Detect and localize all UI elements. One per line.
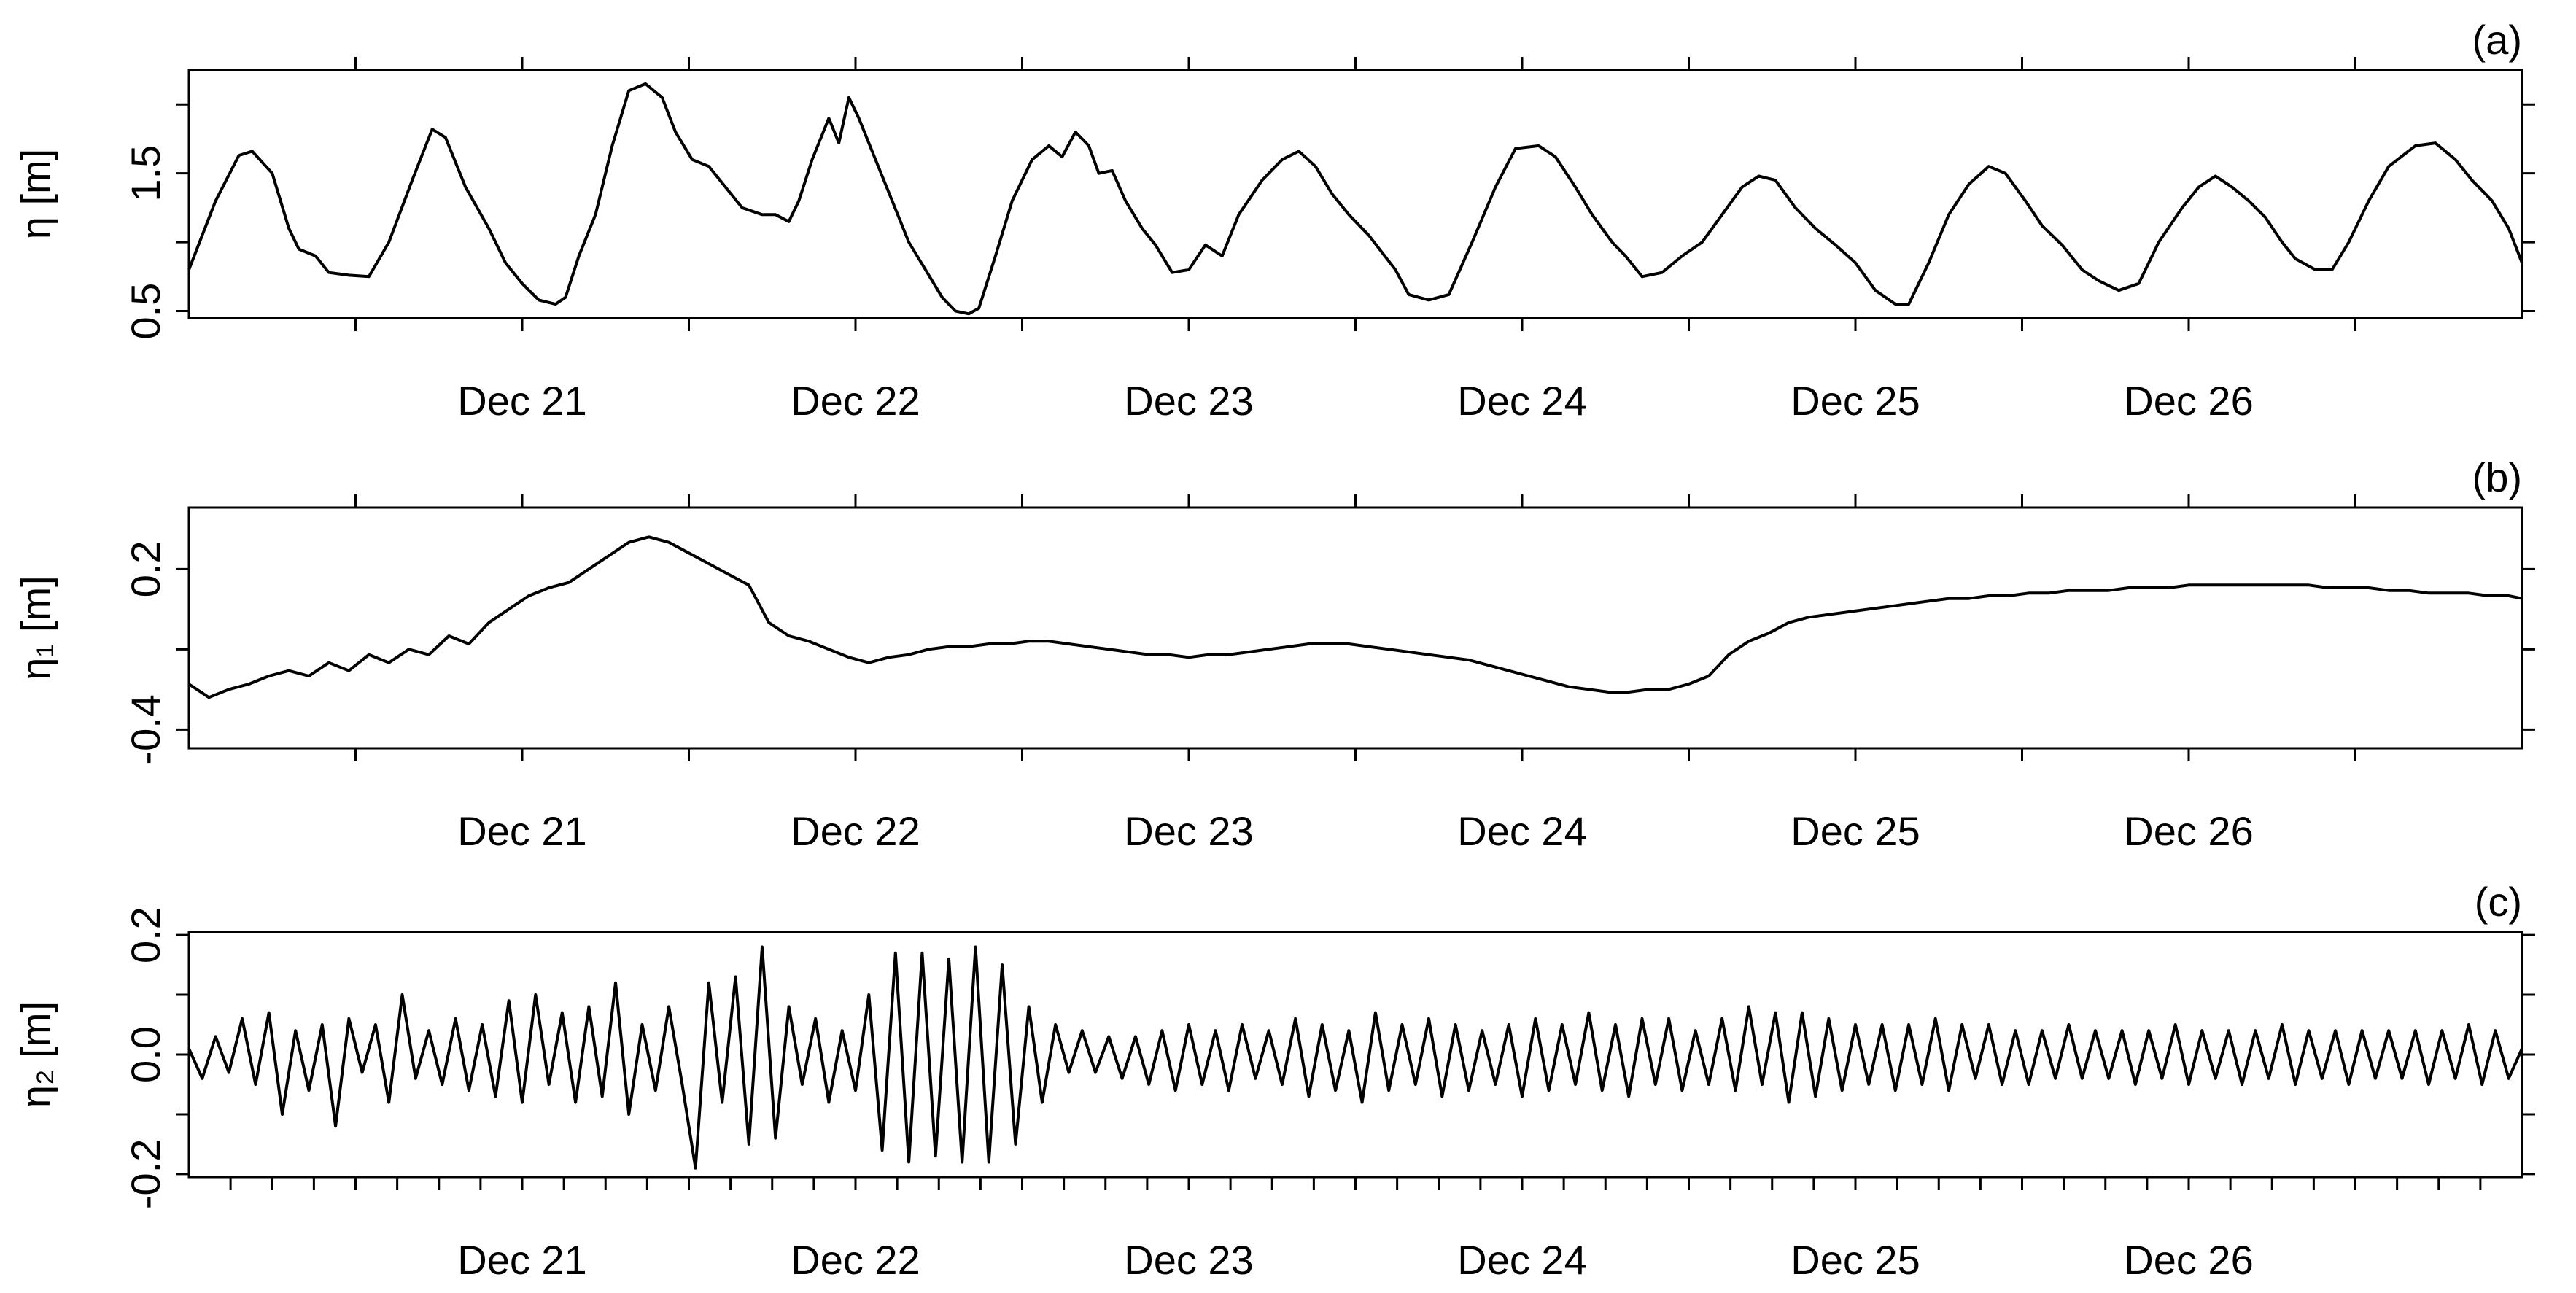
- panel-tag: (a): [2472, 17, 2522, 63]
- y-tick-label: 0.2: [123, 906, 168, 963]
- plot-frame: [187, 506, 2523, 750]
- x-tick-label: Dec 24: [1457, 808, 1586, 854]
- x-tick-label: Dec 26: [2124, 808, 2253, 854]
- y-tick-label: -0.4: [123, 694, 168, 764]
- y-tick-label: 0.0: [123, 1026, 168, 1083]
- x-tick-label: Dec 23: [1124, 1237, 1253, 1283]
- panel-tag: (b): [2472, 454, 2522, 500]
- x-tick-label: Dec 25: [1791, 378, 1920, 424]
- data-line: [187, 535, 2523, 699]
- x-tick-label: Dec 24: [1457, 1237, 1586, 1283]
- x-tick-label: Dec 22: [791, 378, 920, 424]
- y-tick-label: 0.2: [123, 540, 168, 597]
- x-tick-label: Dec 21: [457, 808, 586, 854]
- chart-panel: 0.5 1.5 Dec 21 Dec 22 Dec 23 Dec 24 Dec 25 Dec …: [12, 17, 2535, 424]
- x-tick-label: Dec 21: [457, 1237, 586, 1283]
- plot-frame: [187, 69, 2523, 319]
- y-tick-label: 0.5: [123, 283, 168, 340]
- panel-tag: (c): [2475, 879, 2522, 925]
- x-tick-label: Dec 25: [1791, 1237, 1920, 1283]
- y-tick-label: 1.5: [123, 145, 168, 202]
- x-tick-label: Dec 25: [1791, 808, 1920, 854]
- x-tick-label: Dec 23: [1124, 808, 1253, 854]
- data-line: [187, 945, 2523, 1170]
- x-tick-label: Dec 24: [1457, 378, 1586, 424]
- y-axis-label: η₂ [m]: [12, 1001, 58, 1108]
- chart-panel: -0.4 0.2 Dec 21 Dec 22 Dec 23 Dec 24 Dec 25 Dec…: [12, 454, 2535, 854]
- y-axis-label: η₁ [m]: [12, 575, 58, 680]
- y-tick-label: -0.2: [123, 1139, 168, 1210]
- x-tick-label: Dec 22: [791, 1237, 920, 1283]
- chart-panel: -0.2 0.0 0.2 Dec 21 Dec 22 Dec 23 Dec 24 Dec 25…: [12, 879, 2535, 1283]
- x-tick-label: Dec 23: [1124, 378, 1253, 424]
- x-tick-label: Dec 21: [457, 378, 586, 424]
- x-tick-label: Dec 26: [2124, 378, 2253, 424]
- data-line: [187, 82, 2523, 316]
- y-axis-label: η [m]: [12, 149, 58, 239]
- x-tick-label: Dec 22: [791, 808, 920, 854]
- x-tick-label: Dec 26: [2124, 1237, 2253, 1283]
- plot-frame: [187, 931, 2523, 1179]
